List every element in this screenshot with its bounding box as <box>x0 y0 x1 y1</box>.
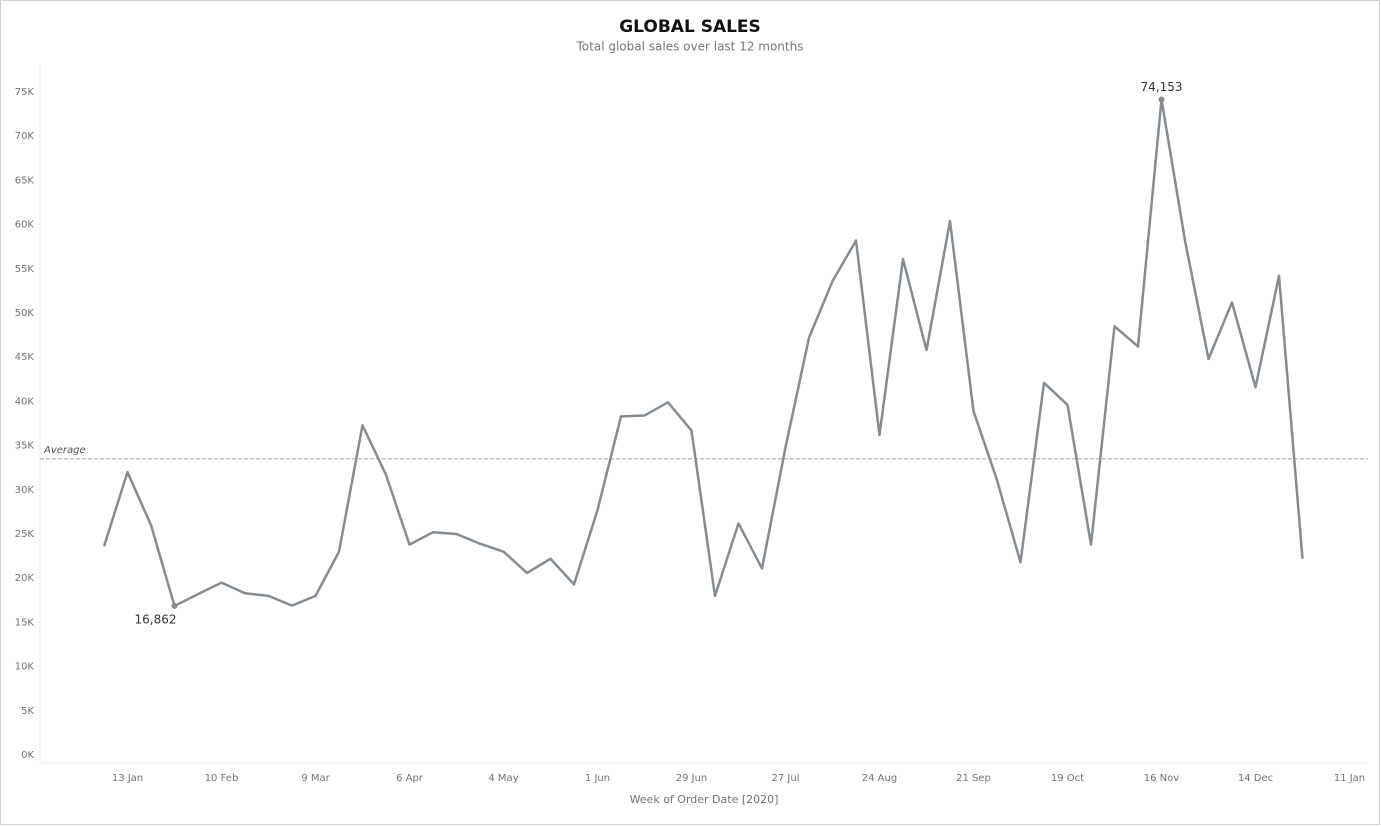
x-tick-label: 9 Mar <box>301 773 330 784</box>
x-tick-label: 6 Apr <box>396 773 424 784</box>
chart-subtitle: Total global sales over last 12 months <box>576 40 804 54</box>
line <box>102 98 1304 608</box>
data-label: 74,153 <box>1141 80 1183 94</box>
y-tick-label: 15K <box>15 617 35 628</box>
x-tick-label: 16 Nov <box>1144 773 1180 784</box>
x-tick-label: 14 Dec <box>1238 773 1273 784</box>
y-tick-label: 65K <box>15 175 35 186</box>
x-tick-label: 1 Jun <box>585 773 610 784</box>
y-tick-label: 70K <box>15 131 35 142</box>
x-tick-label: 10 Feb <box>205 773 239 784</box>
point <box>171 602 178 609</box>
y-tick-label: 20K <box>15 573 35 584</box>
y-tick-label: 25K <box>15 529 35 540</box>
x-tick-label: 24 Aug <box>862 773 897 784</box>
y-tick-label: 40K <box>15 396 35 407</box>
point <box>1158 96 1165 103</box>
y-tick-label: 30K <box>15 485 35 496</box>
y-tick-label: 35K <box>15 441 35 452</box>
x-tick-label: 29 Jun <box>676 773 708 784</box>
y-tick-label: 55K <box>15 264 35 275</box>
y-tick-label: 0K <box>21 750 34 761</box>
x-tick-label: 19 Oct <box>1051 773 1084 784</box>
y-tick-label: 50K <box>15 308 35 319</box>
x-tick-label: 27 Jul <box>772 773 800 784</box>
y-tick-label: 10K <box>15 662 35 673</box>
x-tick-label: 4 May <box>488 773 518 784</box>
y-tick-label: 60K <box>15 220 35 231</box>
y-tick-label: 75K <box>15 87 35 98</box>
x-tick-label: 11 Jan <box>1334 773 1365 784</box>
x-tick-label: 13 Jan <box>112 773 143 784</box>
chart-title: GLOBAL SALES <box>619 17 761 37</box>
y-tick-label: 5K <box>21 706 34 717</box>
x-tick-label: 21 Sep <box>956 773 991 784</box>
data-label: 16,862 <box>135 612 177 626</box>
y-tick-label: 45K <box>15 352 35 363</box>
reference-label: Average <box>43 445 86 456</box>
x-axis-title: Week of Order Date [2020] <box>630 793 779 806</box>
